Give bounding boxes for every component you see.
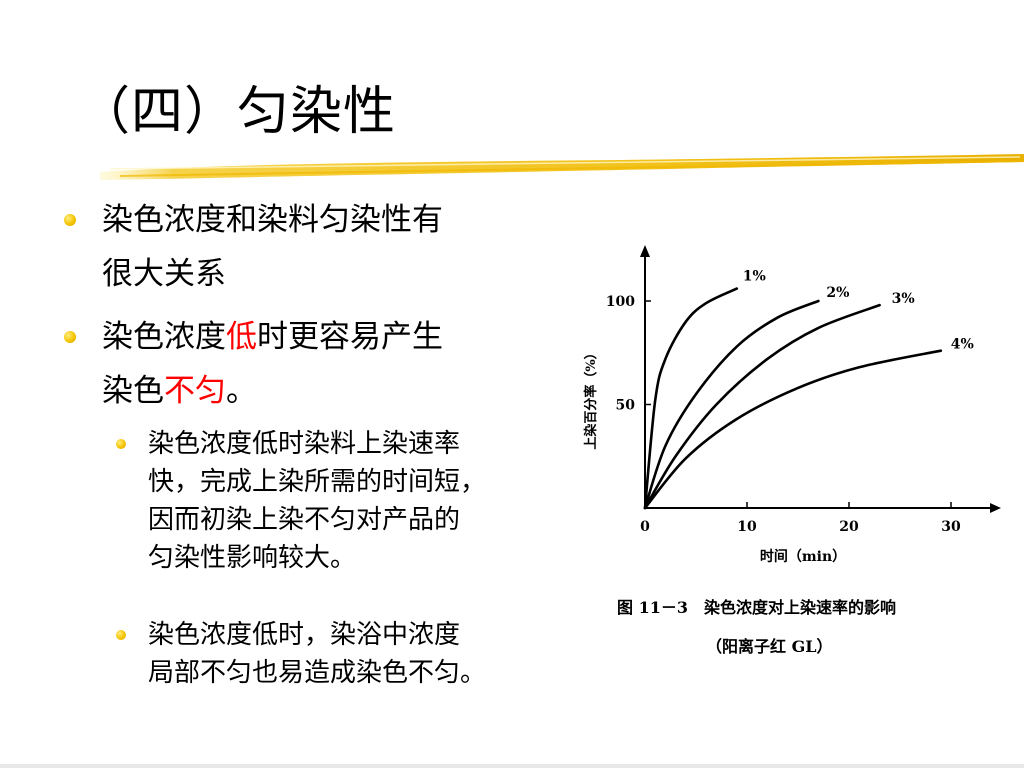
y-axis-label: 上染百分率（%） bbox=[583, 346, 599, 449]
y-axis-arrow bbox=[640, 245, 650, 257]
x-axis-label: 时间（min） bbox=[760, 548, 846, 565]
x-tick-label: 20 bbox=[839, 519, 859, 535]
figure-caption-line-2: （阳离子红 GL） bbox=[706, 637, 833, 656]
series-line-4 bbox=[643, 349, 943, 510]
chart-svg: 0 10 20 30 50 100 时间（min） 上染百分率（%） 1% 2% 3% 4% bbox=[583, 245, 1001, 565]
y-tick-label: 100 bbox=[606, 294, 635, 310]
series-label-3: 3% bbox=[892, 291, 915, 307]
series-line-2 bbox=[643, 299, 820, 510]
bullet-l1-2-line-2: 染色不匀。 bbox=[102, 373, 257, 409]
bullet-dot bbox=[116, 630, 126, 640]
footer-rule bbox=[0, 764, 1024, 768]
bullet-dot bbox=[64, 331, 76, 343]
series-label-4: 4% bbox=[951, 337, 974, 353]
series-line-3 bbox=[643, 303, 881, 510]
bullet-l2-2-line-2: 局部不匀也易造成染色不匀。 bbox=[148, 658, 487, 688]
figure-caption-line-1: 图 11－3 染色浓度对上染速率的影响 bbox=[617, 598, 896, 617]
series-line-1 bbox=[643, 287, 739, 510]
series-label-1: 1% bbox=[743, 269, 766, 285]
slide-title: （四）匀染性 bbox=[78, 82, 397, 142]
x-axis-arrow bbox=[990, 503, 1001, 513]
emphasis-red: 不匀 bbox=[164, 373, 226, 409]
bullet-dot bbox=[64, 214, 76, 226]
bullet-l2-2-line-1: 染色浓度低时，染浴中浓度 bbox=[148, 620, 461, 650]
y-tick-label: 50 bbox=[616, 398, 636, 414]
bullet-l1-1-line-2: 很大关系 bbox=[102, 256, 226, 292]
x-tick-label: 0 bbox=[640, 519, 650, 535]
title-underline-brushstroke bbox=[100, 154, 1024, 180]
emphasis-red: 低 bbox=[226, 319, 257, 355]
series-label-2: 2% bbox=[826, 285, 849, 301]
figure-dye-uptake-chart: 0 10 20 30 50 100 时间（min） 上染百分率（%） 1% 2% 3% 4% bbox=[575, 243, 1015, 663]
bullet-l1-2-line-1: 染色浓度低时更容易产生 bbox=[102, 319, 443, 355]
bullet-l2-1-line-4: 匀染性影响较大。 bbox=[148, 543, 357, 573]
bullet-dot bbox=[116, 439, 126, 449]
x-tick-label: 30 bbox=[941, 519, 961, 535]
bullet-l2-1-line-3: 因而初染上染不匀对产品的 bbox=[148, 505, 461, 535]
bullet-l2-1-line-1: 染色浓度低时染料上染速率 bbox=[148, 429, 461, 459]
bullet-l1-1-line-1: 染色浓度和染料匀染性有 bbox=[102, 202, 443, 238]
x-tick-label: 10 bbox=[737, 519, 757, 535]
bullet-l2-1-line-2: 快，完成上染所需的时间短， bbox=[148, 467, 487, 497]
